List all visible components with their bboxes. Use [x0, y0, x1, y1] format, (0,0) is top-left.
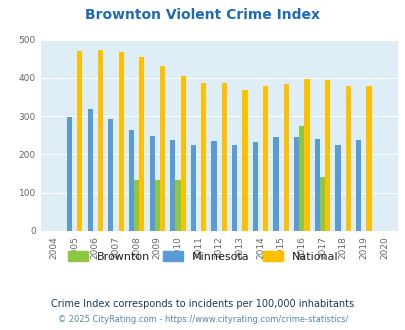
Bar [273, 137, 278, 231]
Bar [355, 140, 360, 231]
Text: Crime Index corresponds to incidents per 100,000 inhabitants: Crime Index corresponds to incidents per… [51, 299, 354, 309]
Bar [293, 137, 298, 231]
Bar [154, 181, 160, 231]
Bar [180, 76, 185, 231]
Bar [134, 181, 139, 231]
Bar [314, 139, 319, 231]
Bar [175, 181, 180, 231]
Bar [298, 126, 304, 231]
Bar [242, 90, 247, 231]
Text: Brownton Violent Crime Index: Brownton Violent Crime Index [85, 8, 320, 22]
Bar [345, 85, 350, 231]
Bar [149, 136, 154, 231]
Bar [77, 51, 82, 231]
Bar [262, 86, 268, 231]
Bar [170, 140, 175, 231]
Bar [87, 109, 92, 231]
Bar [139, 57, 144, 231]
Legend: Brownton, Minnesota, National: Brownton, Minnesota, National [63, 247, 342, 267]
Bar [108, 119, 113, 231]
Bar [232, 145, 237, 231]
Bar [252, 142, 257, 231]
Bar [128, 130, 134, 231]
Bar [221, 83, 226, 231]
Bar [160, 66, 164, 231]
Bar [335, 145, 340, 231]
Bar [98, 50, 103, 231]
Bar [283, 84, 288, 231]
Bar [324, 80, 329, 231]
Text: © 2025 CityRating.com - https://www.cityrating.com/crime-statistics/: © 2025 CityRating.com - https://www.city… [58, 315, 347, 324]
Bar [67, 117, 72, 231]
Bar [211, 141, 216, 231]
Bar [200, 83, 206, 231]
Bar [365, 85, 371, 231]
Bar [118, 52, 124, 231]
Bar [319, 177, 324, 231]
Bar [190, 145, 196, 231]
Bar [304, 79, 309, 231]
